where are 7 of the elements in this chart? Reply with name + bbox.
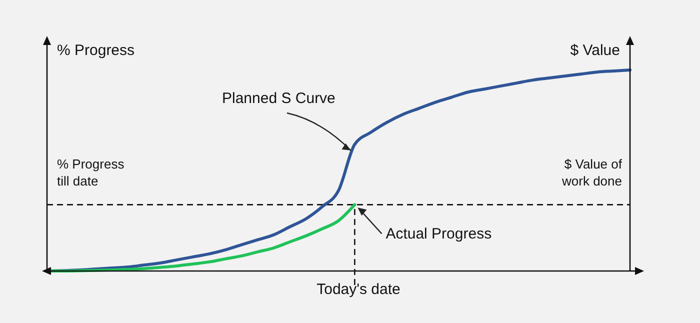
y-axis-title: % Progress bbox=[57, 42, 135, 59]
text: Actual Progress bbox=[386, 226, 492, 243]
x-axis-title: Today's date bbox=[316, 281, 400, 298]
ref-line-label: % Progress till date bbox=[57, 156, 125, 189]
y2-axis-title: $ Value bbox=[570, 42, 620, 59]
annotation: $ Value of work done bbox=[561, 156, 622, 189]
text: Planned S Curve bbox=[222, 90, 336, 107]
